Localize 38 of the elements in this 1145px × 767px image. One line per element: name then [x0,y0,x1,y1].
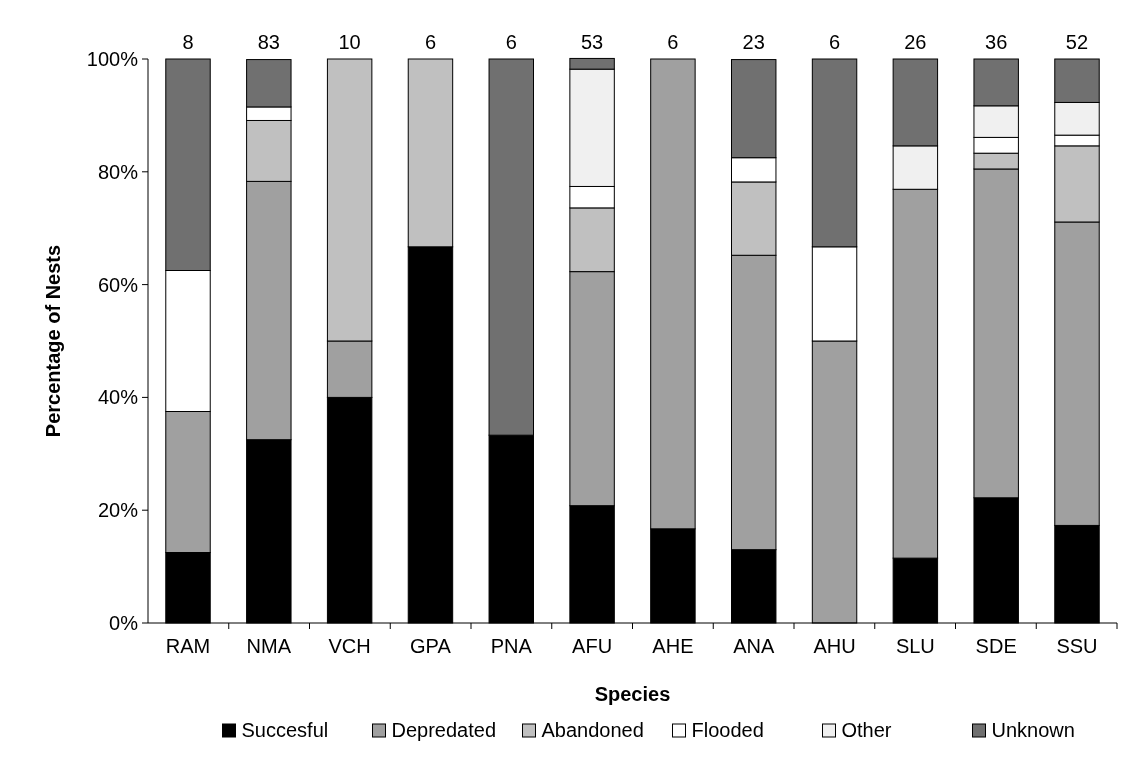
y-tick-label: 80% [97,160,139,183]
x-tick-label: SSU [1056,635,1098,657]
x-tick-label: GPA [410,635,452,657]
annotation: 83 [257,31,280,53]
x-tick-label: VCH [328,635,371,657]
x-tick-label: PNA [490,635,533,657]
y-tick-label: 0% [109,612,139,634]
y-tick-label: 20% [97,499,139,522]
x-tick-label: AHU [813,635,856,657]
x-axis-title: Species [594,683,671,705]
legend-label: Succesful [241,719,329,741]
y-tick-label: 60% [97,273,139,296]
annotation: 6 [828,31,841,53]
annotation: 6 [667,31,679,53]
x-tick-label: SLU [895,635,935,657]
legend-label: Unknown [991,719,1075,741]
x-tick-label: NMA [246,635,292,657]
annotation: 6 [505,31,517,53]
annotation: 53 [580,31,604,53]
y-tick-label: 40% [97,386,139,409]
annotation: 26 [904,31,927,53]
annotation: 6 [424,31,437,53]
legend-label: Abandoned [541,719,644,741]
legend-label: Depredated [391,719,497,741]
annotation: 36 [985,31,1008,53]
x-tick-label: RAM [165,635,211,657]
y-tick-label: 100% [86,48,139,70]
legend-label: Flooded [691,719,764,741]
legend-label: Other [841,719,892,741]
annotation: 52 [1065,31,1089,53]
x-tick-label: AFU [572,635,613,657]
annotation: 23 [742,31,765,53]
y-axis-title: Percentage of Nests [42,244,64,438]
x-tick-label: ANA [733,635,775,657]
annotation: 10 [338,31,361,53]
annotation: 8 [182,31,194,53]
x-tick-label: SDE [975,635,1017,657]
x-tick-label: AHE [652,635,694,657]
